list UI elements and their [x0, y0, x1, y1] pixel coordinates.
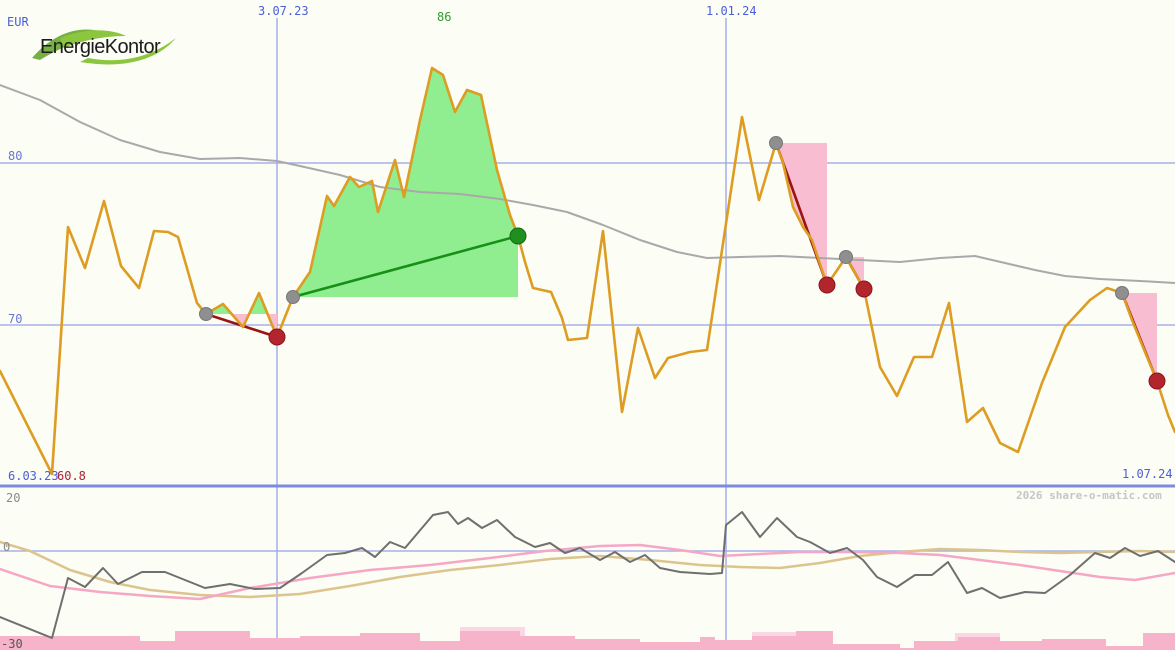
trade-entry-dot [286, 290, 300, 304]
volume-bar [1106, 646, 1143, 650]
moving-average-line [0, 84, 1175, 284]
trade-exit-dot [509, 227, 527, 245]
volume-bar [460, 631, 520, 650]
volume-bar [420, 641, 460, 650]
volume-bar [640, 642, 700, 650]
volume-bar [0, 636, 140, 650]
price-line [0, 66, 1175, 476]
trade-exit-dot [1148, 372, 1166, 390]
volume-bar [300, 636, 360, 650]
volume-bar [796, 631, 833, 650]
volume-bar [715, 640, 752, 650]
volume-bar [833, 644, 900, 650]
trade-entry-dot [1115, 286, 1129, 300]
volume-bar [575, 639, 640, 650]
logo-swoosh-icon [32, 29, 176, 65]
volume-bar [360, 633, 420, 650]
trade-entry-dot [769, 136, 783, 150]
indicator-momentum-line [0, 511, 1175, 639]
trade-fill [293, 68, 518, 297]
volume-bar [700, 637, 715, 650]
volume-bar [250, 638, 300, 650]
indicator-signal-line [0, 543, 1175, 601]
trade-fill [249, 293, 268, 314]
trade-entry-dot [199, 307, 213, 321]
trade-exit-dot [268, 328, 286, 346]
trade-exit-dot [818, 276, 836, 294]
trade-entry-dot [839, 250, 853, 264]
volume-bar [958, 637, 1000, 650]
volume-bar [520, 636, 575, 650]
volume-bar [914, 641, 958, 650]
trade-exit-dot [855, 280, 873, 298]
volume-bar [1143, 633, 1175, 650]
trade-line [292, 234, 519, 299]
volume-bar [1000, 641, 1042, 650]
logo: EnergieKontor [30, 22, 190, 68]
volume-bar [140, 641, 175, 650]
volume-bar [752, 636, 796, 650]
volume-bar [175, 631, 250, 650]
logo-text: EnergieKontor [40, 36, 161, 58]
volume-bar [1042, 639, 1106, 650]
volume-bar [900, 648, 914, 650]
